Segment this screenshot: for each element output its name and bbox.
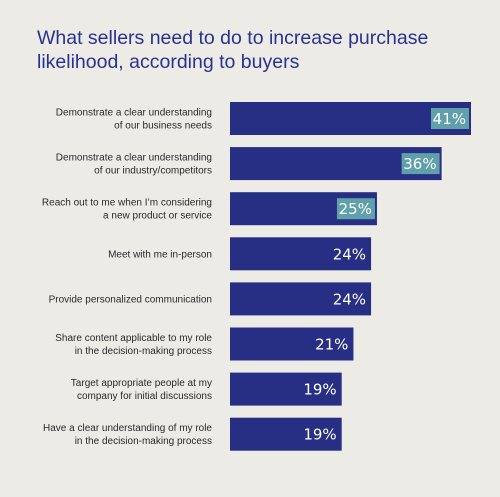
value-label-6: 21% (315, 336, 348, 354)
bar-6 (230, 327, 354, 361)
category-label-3: Reach out to me when I’m considering a ne… (42, 198, 213, 222)
value-label-5: 24% (333, 290, 366, 308)
category-label-8: Have a clear understanding of my role in … (43, 423, 212, 447)
value-label-2: 36% (403, 155, 436, 173)
category-label-6: Share content applicable to my role in th… (55, 333, 212, 357)
value-highlight-3 (336, 198, 375, 220)
value-label-7: 19% (303, 381, 336, 399)
bar-7 (230, 372, 342, 406)
category-label-5: Provide personalized communication (49, 294, 212, 305)
bar-4 (230, 237, 372, 271)
chart-title: What sellers need to do to increase purc… (37, 27, 429, 73)
value-label-1: 41% (433, 110, 466, 128)
category-label-2: Demonstrate a clear understanding of our … (56, 153, 212, 177)
bar-1 (230, 102, 471, 135)
bar-5 (230, 282, 372, 316)
bar-8 (230, 417, 342, 451)
category-label-7: Target appropriate people at my company f… (71, 378, 212, 402)
category-label-4: Meet with me in-person (108, 249, 212, 260)
category-label-1: Demonstrate a clear understanding of our … (56, 108, 212, 132)
value-highlight-1 (431, 108, 469, 129)
value-label-3: 25% (339, 200, 372, 218)
value-label-8: 19% (303, 426, 336, 444)
value-highlight-2 (401, 153, 440, 175)
value-label-4: 24% (333, 245, 366, 263)
